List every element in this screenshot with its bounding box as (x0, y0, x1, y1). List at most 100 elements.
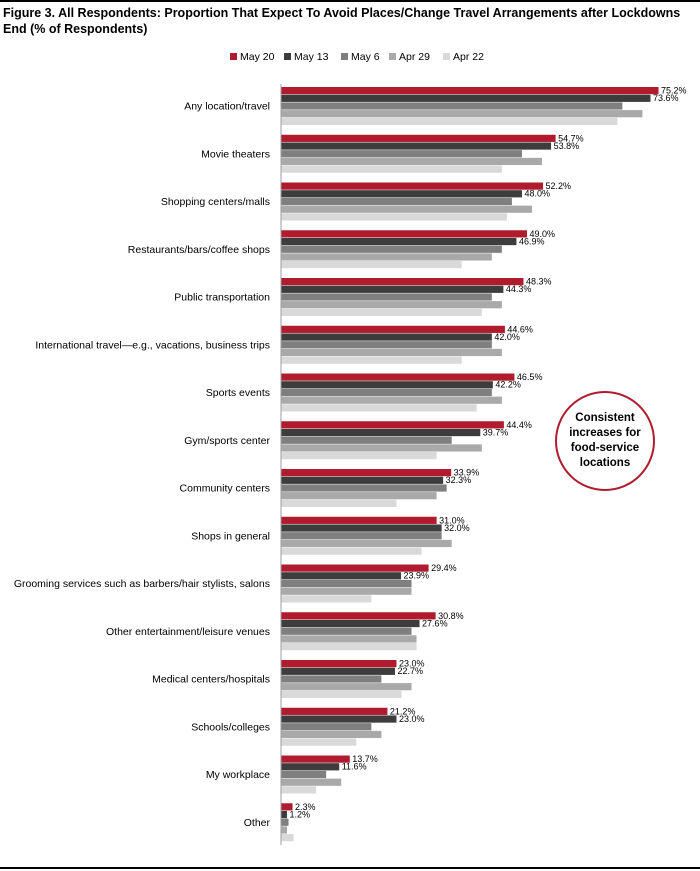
bar-may-13 (281, 476, 444, 484)
category-label: Schools/colleges (191, 721, 270, 733)
data-label-may-20: 52.2% (546, 181, 572, 191)
category-label: Movie theaters (201, 148, 270, 160)
bar-apr-22 (281, 308, 482, 316)
data-label-may-20: 2.3% (295, 802, 316, 812)
data-label-may-13: 42.0% (494, 332, 520, 342)
bar-may-13 (281, 285, 504, 293)
bar-may-13 (281, 810, 288, 819)
bar-apr-29 (281, 492, 437, 500)
legend-label-may-20: May 20 (240, 51, 275, 63)
category-label: International travel—e.g., vacations, bu… (35, 339, 270, 351)
bar-may-20 (281, 516, 437, 524)
bar-apr-22 (281, 499, 397, 507)
bar-apr-22 (281, 452, 437, 460)
legend-label-may-13: May 13 (294, 51, 329, 63)
data-label-may-20: 31.0% (439, 515, 465, 525)
category-label: Grooming services such as barbers/hair s… (14, 578, 270, 590)
bar-apr-22 (281, 404, 477, 412)
legend-label-apr-22: Apr 22 (453, 51, 484, 63)
data-label-may-20: 44.6% (507, 324, 533, 334)
bars-group (281, 87, 659, 842)
bar-may-6 (281, 770, 327, 779)
bar-apr-22 (281, 690, 402, 698)
bar-apr-29 (281, 396, 502, 404)
callout-text: Consistent increases for food-service lo… (569, 412, 641, 469)
category-label: Sports events (206, 387, 270, 399)
data-label-may-13: 22.7% (397, 666, 423, 676)
bar-may-13 (281, 237, 517, 246)
bar-may-20 (281, 278, 524, 286)
category-label: Any location/travel (184, 101, 270, 113)
data-label-may-20: 29.4% (431, 563, 457, 573)
category-label: Gym/sports center (184, 435, 270, 447)
top-rule (0, 0, 700, 2)
category-label: Other (244, 817, 271, 829)
category-label: My workplace (206, 769, 270, 781)
legend-swatch-may-20 (230, 53, 237, 60)
bar-may-13 (281, 572, 401, 580)
data-label-may-13: 73.6% (653, 93, 679, 103)
data-label-may-13: 42.2% (495, 380, 521, 390)
bar-apr-29 (281, 730, 382, 739)
bar-apr-22 (281, 834, 294, 842)
bar-may-13 (281, 381, 493, 389)
bar-may-20 (281, 182, 544, 190)
bar-may-6 (281, 150, 522, 158)
category-label: Shopping centers/malls (161, 196, 270, 208)
bar-apr-22 (281, 261, 462, 269)
bar-apr-29 (281, 444, 482, 452)
bar-may-6 (281, 197, 512, 206)
bar-may-13 (281, 142, 552, 150)
bar-may-6 (281, 675, 382, 683)
legend: May 20 May 13 May 6 Apr 29 Apr 22 (230, 51, 484, 63)
bar-may-6 (281, 579, 412, 588)
bottom-rule (0, 867, 700, 869)
bar-may-20 (281, 134, 556, 142)
bar-apr-22 (281, 738, 357, 746)
category-label: Medical centers/hospitals (152, 674, 270, 686)
bar-may-13 (281, 524, 442, 532)
chart-title: Figure 3. All Respondents: Proportion Th… (3, 6, 681, 36)
bar-apr-22 (281, 117, 618, 125)
bar-may-20 (281, 421, 504, 429)
legend-swatch-may-6 (341, 53, 348, 60)
bar-apr-29 (281, 157, 543, 166)
data-label-may-13: 39.7% (483, 427, 509, 437)
data-label-may-20: 49.0% (529, 229, 555, 239)
bar-may-20 (281, 230, 527, 238)
data-label-may-13: 11.6% (342, 762, 367, 772)
bar-apr-29 (281, 110, 643, 118)
bar-may-6 (281, 293, 492, 301)
bar-may-6 (281, 245, 502, 253)
bar-may-13 (281, 94, 651, 102)
data-label-may-20: 30.8% (438, 611, 464, 621)
bar-may-6 (281, 102, 623, 110)
bar-apr-22 (281, 595, 372, 603)
bar-apr-29 (281, 539, 452, 548)
bar-apr-29 (281, 683, 412, 691)
labels-group: Any location/travel 75.2%73.6% Movie theat… (14, 86, 687, 829)
data-label-may-20: 75.2% (661, 86, 687, 96)
data-label-may-13: 46.9% (519, 236, 545, 246)
bar-apr-22 (281, 643, 417, 651)
data-label-may-13: 23.0% (399, 714, 425, 724)
bar-may-20 (281, 564, 429, 572)
data-label-may-13: 1.2% (290, 809, 311, 819)
category-label: Community centers (180, 483, 270, 495)
bar-may-13 (281, 715, 397, 723)
data-label-may-20: 44.4% (506, 420, 532, 430)
bar-may-20 (281, 803, 293, 811)
bar-may-20 (281, 469, 452, 477)
data-label-may-20: 13.7% (352, 754, 378, 764)
category-label: Restaurants/bars/coffee shops (128, 244, 270, 256)
bar-may-13 (281, 428, 481, 437)
bar-may-20 (281, 373, 515, 381)
category-label: Other entertainment/leisure venues (106, 626, 270, 638)
bar-may-20 (281, 87, 659, 95)
callout-circle: Consistent increases for food-service lo… (555, 391, 655, 491)
bar-may-6 (281, 388, 492, 397)
bar-may-6 (281, 341, 492, 349)
bar-may-20 (281, 707, 388, 715)
bar-may-13 (281, 667, 395, 675)
bar-may-6 (281, 532, 442, 540)
